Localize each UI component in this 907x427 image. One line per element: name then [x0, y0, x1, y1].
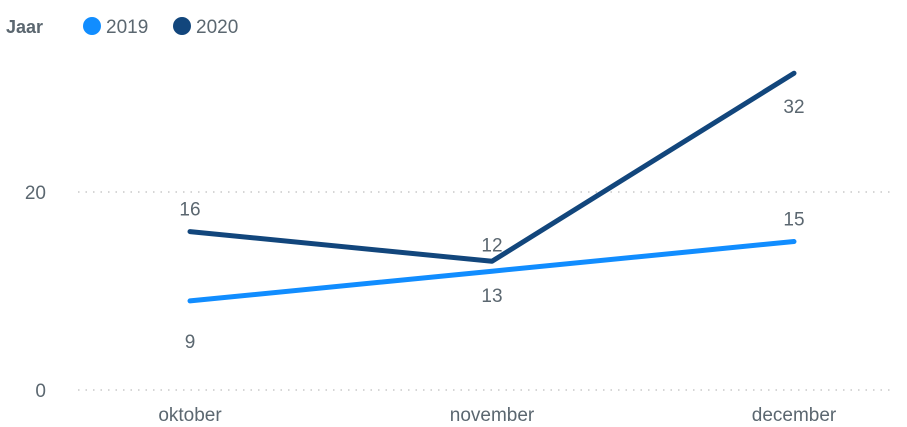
- data-label-2019-december: 15: [783, 210, 804, 231]
- gridlines: [78, 191, 895, 391]
- x-axis: oktober november december: [158, 405, 837, 426]
- data-label-2020-december: 32: [783, 97, 804, 118]
- y-tick-label: 0: [35, 381, 46, 402]
- legend-marker-2020: [173, 17, 191, 35]
- legend-item-2019[interactable]: 2019: [83, 17, 148, 38]
- data-label-2019-november: 13: [481, 286, 502, 307]
- x-tick-label: oktober: [158, 405, 222, 426]
- data-labels: 9 13 15 16 12 32: [179, 97, 804, 353]
- series-line-2020[interactable]: [187, 70, 797, 264]
- y-axis: 0 20: [25, 183, 46, 402]
- series-lines: [187, 70, 797, 304]
- legend-label-2020: 2020: [196, 17, 238, 38]
- data-label-2020-november: 12: [481, 235, 502, 256]
- data-label-2019-oktober: 9: [185, 332, 196, 353]
- x-tick-label: november: [450, 405, 535, 426]
- legend-item-2020[interactable]: 2020: [173, 17, 238, 38]
- y-tick-label: 20: [25, 183, 46, 204]
- series-line-2019[interactable]: [187, 239, 797, 304]
- legend-marker-2019: [83, 17, 101, 35]
- legend: Jaar 2019 2020: [6, 17, 238, 38]
- x-tick-label: december: [752, 405, 837, 426]
- legend-label-2019: 2019: [106, 17, 148, 38]
- legend-title: Jaar: [6, 17, 43, 37]
- data-label-2020-oktober: 16: [179, 200, 200, 221]
